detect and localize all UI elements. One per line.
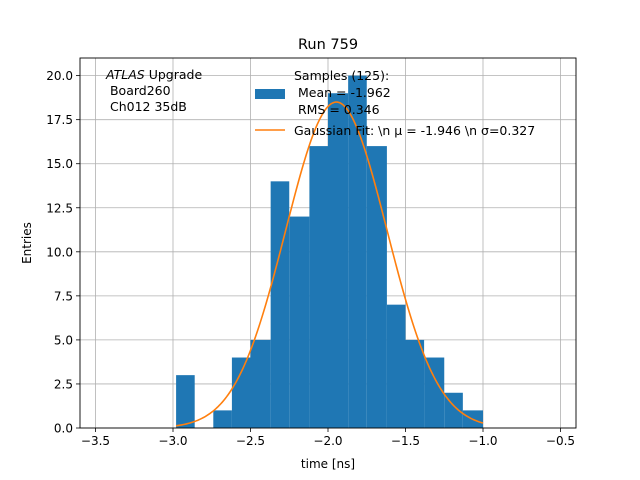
x-tick-label: −1.0	[468, 434, 497, 448]
annotation-board: Board260	[106, 83, 171, 98]
histogram-bar	[231, 357, 251, 428]
chart-title: Run 759	[298, 37, 358, 53]
histogram-bar	[250, 339, 271, 428]
histogram-bar	[366, 146, 387, 428]
y-tick-label: 20.0	[46, 69, 73, 83]
histogram-bar	[289, 216, 310, 428]
y-tick-label: 5.0	[54, 333, 73, 347]
histogram-bar	[444, 392, 463, 428]
histogram-bar	[213, 410, 232, 428]
legend-samples-title: Samples (125):	[294, 68, 389, 83]
annotation-upgrade: Upgrade	[145, 67, 203, 82]
histogram-bar	[176, 375, 195, 428]
histogram-bars	[176, 75, 483, 428]
legend-samples-mean: Mean = -1.962	[294, 85, 391, 100]
x-tick-label: −2.5	[236, 434, 265, 448]
y-tick-label: 17.5	[46, 113, 73, 127]
histogram-bar	[270, 181, 290, 428]
annotation-box: ATLAS Upgrade Board260 Ch012 35dB	[105, 67, 202, 114]
histogram-bar	[424, 357, 445, 428]
svg-text:ATLAS Upgrade: ATLAS Upgrade	[105, 67, 202, 82]
histogram-bar	[348, 75, 367, 428]
annotation-channel: Ch012 35dB	[106, 99, 187, 114]
legend-samples-rms: RMS = 0.346	[294, 102, 380, 117]
y-tick-label: 7.5	[54, 289, 73, 303]
y-axis-ticks: 0.0 2.5 5.0 7.5 10.0 12.5 15.0 17.5 20.0	[46, 69, 80, 436]
legend-histogram-swatch	[255, 89, 285, 99]
histogram-bar	[309, 146, 328, 428]
y-tick-label: 15.0	[46, 157, 73, 171]
legend: Samples (125): Mean = -1.962 RMS = 0.346…	[255, 68, 535, 138]
x-axis-label: time [ns]	[301, 457, 355, 471]
legend-fit-label: Gaussian Fit: \n μ = -1.946 \n σ=0.327	[294, 123, 535, 138]
y-axis-label: Entries	[20, 222, 34, 264]
x-axis-ticks: −3.5 −3.0 −2.5 −2.0 −1.5 −1.0 −0.5	[81, 428, 575, 448]
y-tick-label: 10.0	[46, 245, 73, 259]
y-tick-label: 0.0	[54, 422, 73, 436]
annotation-atlas: ATLAS	[105, 67, 145, 82]
histogram-bar	[386, 304, 406, 428]
gaussian-fit-line	[175, 101, 484, 427]
y-tick-label: 12.5	[46, 201, 73, 215]
x-tick-label: −3.0	[158, 434, 187, 448]
x-tick-label: −1.5	[391, 434, 420, 448]
histogram-bar	[405, 339, 425, 428]
y-tick-label: 2.5	[54, 377, 73, 391]
x-tick-label: −2.0	[313, 434, 342, 448]
x-tick-label: −0.5	[546, 434, 575, 448]
histogram-bar	[328, 93, 349, 428]
x-tick-label: −3.5	[81, 434, 110, 448]
